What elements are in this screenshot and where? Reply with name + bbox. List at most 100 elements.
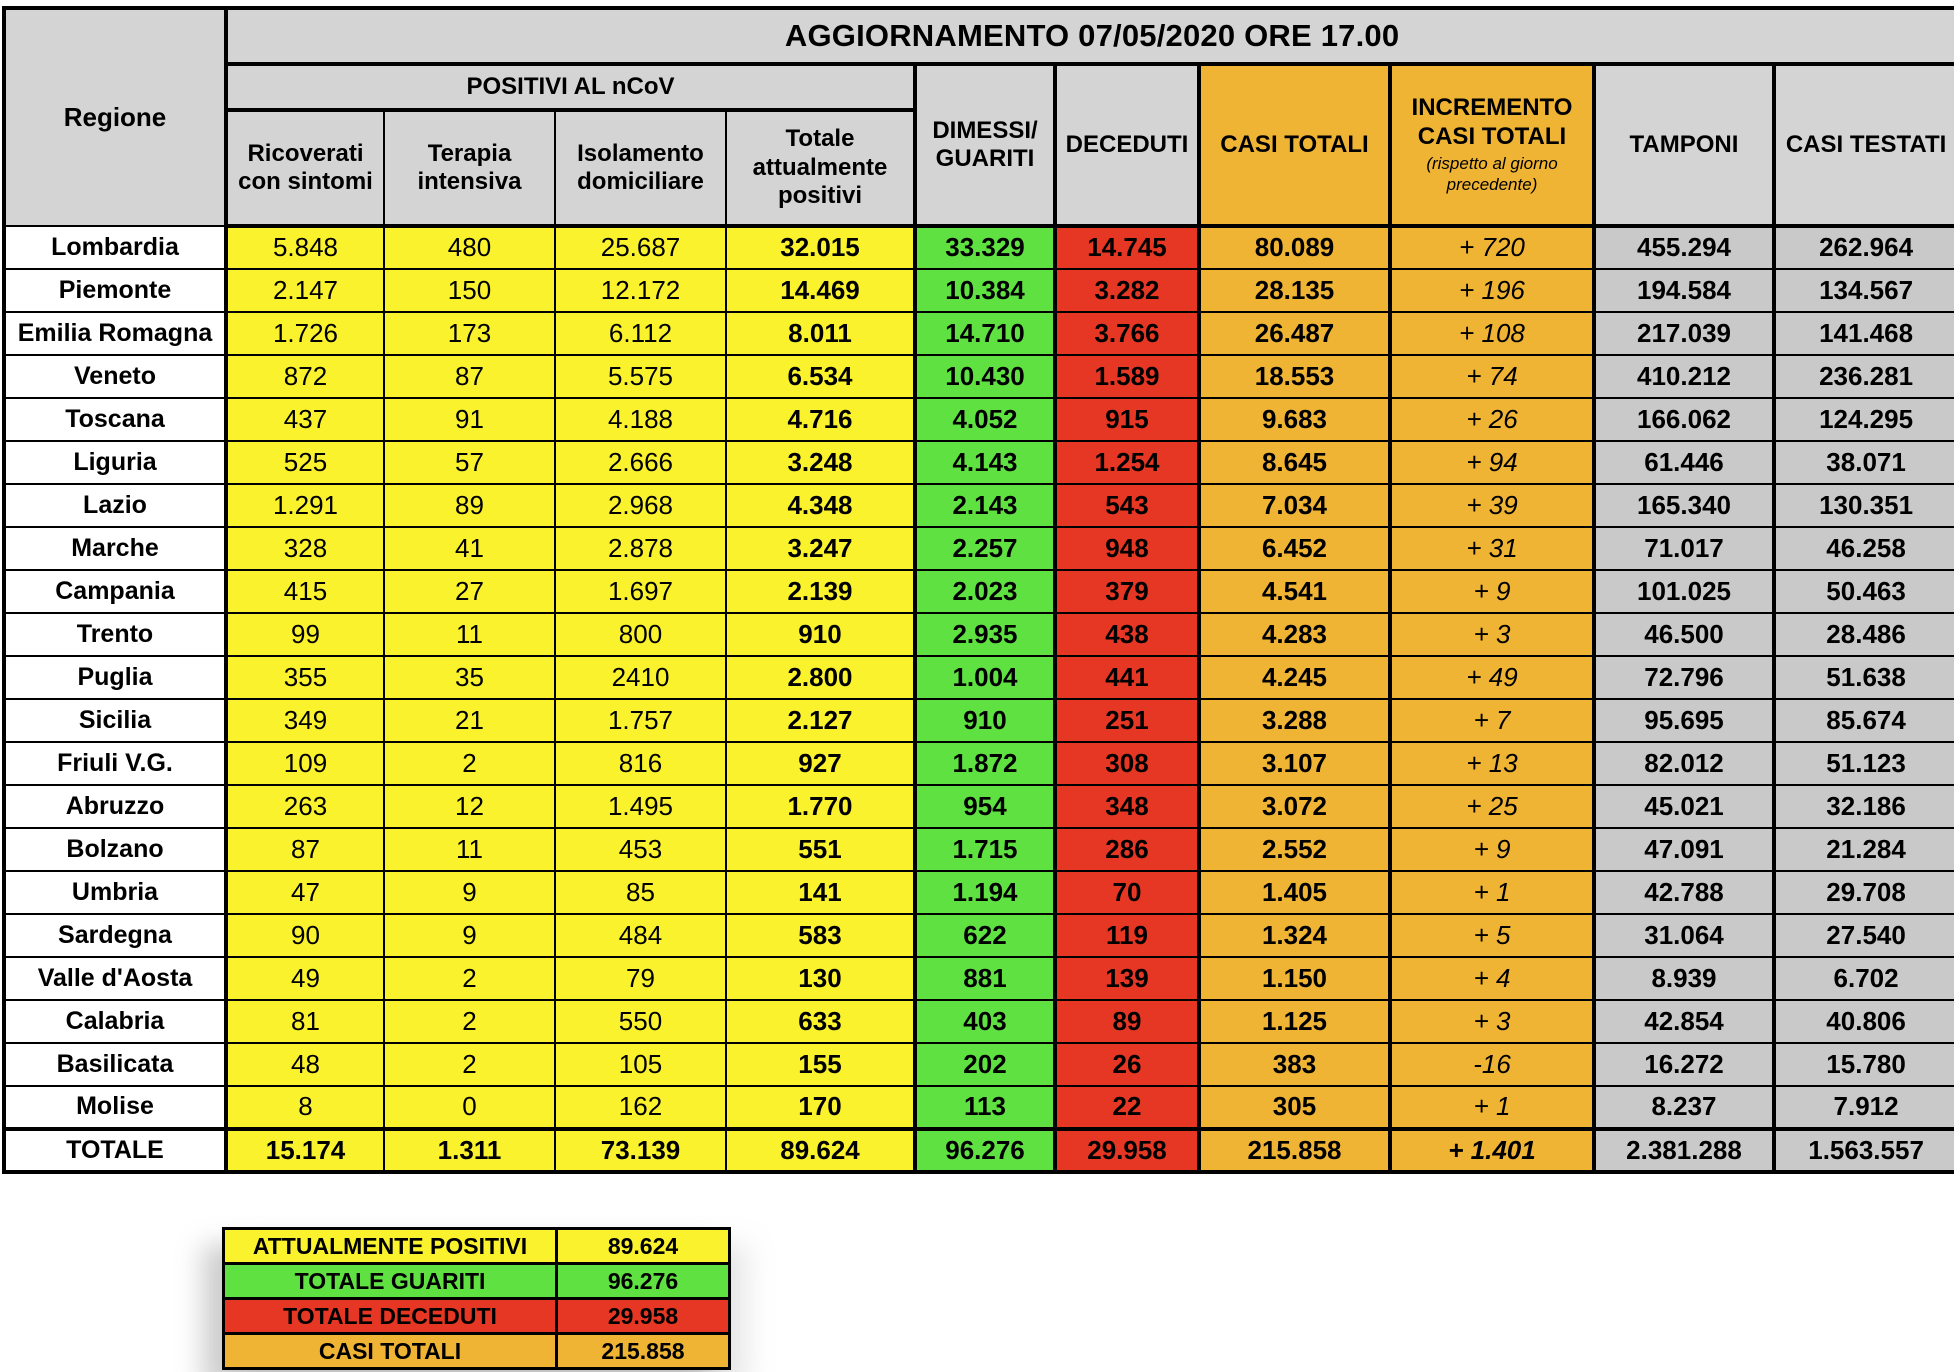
casi-totali-cell: 1.405 [1197,869,1391,915]
isolamento-cell: 2410 [554,654,727,700]
casi-testati-cell: 124.295 [1771,396,1954,442]
summary-value: 89.624 [555,1227,731,1265]
isolamento-cell: 1.757 [554,697,727,743]
terapia-intensiva-cell: 2 [383,1041,556,1087]
col-header-dimessi-guariti: DIMESSI/ GUARITI [913,63,1056,228]
ricoverati-cell: 872 [224,353,385,399]
totale-positivi-cell: 2.800 [725,654,916,700]
deceduti-cell: 70 [1053,869,1200,915]
isolamento-cell: 2.878 [554,525,727,571]
casi-testati-cell: 236.281 [1771,353,1954,399]
region-name: Emilia Romagna [3,310,227,356]
terapia-intensiva-cell: 35 [383,654,556,700]
table-row: Veneto 872 87 5.575 6.534 10.430 1.589 18.553 + … [3,353,1954,399]
incremento-cell: + 5 [1388,912,1595,958]
casi-testati-cell: 51.123 [1771,740,1954,786]
terapia-intensiva-cell: 480 [383,224,556,270]
region-name: Bolzano [3,826,227,872]
terapia-intensiva-cell: 150 [383,267,556,313]
totale-positivi-cell: 633 [725,998,916,1044]
ricoverati-cell: 437 [224,396,385,442]
region-rows: Lombardia 5.848 480 25.687 32.015 33.329 14.74… [3,224,1954,1173]
casi-testati-cell: 40.806 [1771,998,1954,1044]
isolamento-cell: 162 [554,1084,727,1130]
totale-positivi-cell: 32.015 [725,224,916,270]
col-header-incremento: INCREMENTO CASI TOTALI (rispetto al gior… [1388,63,1595,228]
terapia-intensiva-cell: 27 [383,568,556,614]
incremento-cell: + 196 [1388,267,1595,313]
casi-totali-cell: 1.125 [1197,998,1391,1044]
isolamento-cell: 5.575 [554,353,727,399]
incremento-header-label: INCREMENTO CASI TOTALI [1411,94,1573,150]
terapia-intensiva-cell: 11 [383,826,556,872]
totale-positivi-cell: 89.624 [725,1126,916,1173]
positivi-group-header: POSITIVI AL nCoV [224,63,916,112]
summary-row: TOTALE DECEDUTI 29.958 [222,1297,731,1335]
summary-value: 96.276 [555,1262,731,1300]
casi-testati-cell: 32.186 [1771,783,1954,829]
tamponi-cell: 165.340 [1592,482,1775,528]
tamponi-cell: 71.017 [1592,525,1775,571]
summary-label: ATTUALMENTE POSITIVI [222,1227,558,1265]
tamponi-cell: 217.039 [1592,310,1775,356]
col-header-deceduti: DECEDUTI [1053,63,1200,228]
col-header-casi-testati: CASI TESTATI [1771,63,1954,228]
deceduti-cell: 1.254 [1053,439,1200,485]
table-row: Marche 328 41 2.878 3.247 2.257 948 6.452 + 31 71… [3,525,1954,571]
covid-region-table: Regione AGGIORNAMENTO 07/05/2020 ORE 17.… [2,6,1954,1174]
page-title: AGGIORNAMENTO 07/05/2020 ORE 17.00 [223,7,1954,66]
ricoverati-cell: 109 [224,740,385,786]
terapia-intensiva-cell: 2 [383,998,556,1044]
table-row: Liguria 525 57 2.666 3.248 4.143 1.254 8.645 + 9… [3,439,1954,485]
incremento-cell: + 49 [1388,654,1595,700]
tamponi-cell: 42.788 [1592,869,1775,915]
deceduti-cell: 915 [1053,396,1200,442]
casi-totali-cell: 3.107 [1197,740,1391,786]
totale-positivi-cell: 6.534 [725,353,916,399]
ricoverati-cell: 328 [224,525,385,571]
table-row: Valle d'Aosta 49 2 79 130 881 139 1.150 + 4 8.939… [3,955,1954,1001]
summary-value: 29.958 [555,1297,731,1335]
dimessi-guariti-cell: 113 [913,1084,1056,1130]
terapia-intensiva-cell: 57 [383,439,556,485]
casi-testati-cell: 21.284 [1771,826,1954,872]
ricoverati-cell: 87 [224,826,385,872]
ricoverati-cell: 48 [224,1041,385,1087]
casi-totali-cell: 18.553 [1197,353,1391,399]
ricoverati-cell: 355 [224,654,385,700]
ricoverati-cell: 415 [224,568,385,614]
deceduti-cell: 14.745 [1053,224,1200,270]
terapia-intensiva-cell: 2 [383,955,556,1001]
deceduti-cell: 29.958 [1053,1126,1200,1173]
isolamento-cell: 1.495 [554,783,727,829]
casi-totali-cell: 9.683 [1197,396,1391,442]
table-row: Friuli V.G. 109 2 816 927 1.872 308 3.107 + 13 82… [3,740,1954,786]
casi-totali-cell: 2.552 [1197,826,1391,872]
incremento-cell: + 108 [1388,310,1595,356]
terapia-intensiva-cell: 9 [383,869,556,915]
table-row: Puglia 355 35 2410 2.800 1.004 441 4.245 + 49 72.… [3,654,1954,700]
dimessi-guariti-cell: 4.052 [913,396,1056,442]
casi-testati-cell: 262.964 [1771,224,1954,270]
terapia-intensiva-cell: 87 [383,353,556,399]
totale-positivi-cell: 910 [725,611,916,657]
incremento-cell: + 39 [1388,482,1595,528]
region-name: Piemonte [3,267,227,313]
totale-positivi-cell: 3.247 [725,525,916,571]
ricoverati-cell: 81 [224,998,385,1044]
dimessi-guariti-cell: 2.143 [913,482,1056,528]
region-name: Marche [3,525,227,571]
casi-totali-cell: 1.324 [1197,912,1391,958]
summary-label: CASI TOTALI [222,1332,558,1370]
casi-totali-cell: 28.135 [1197,267,1391,313]
col-header-ricoverati: Ricoverati con sintomi [224,108,385,228]
terapia-intensiva-cell: 9 [383,912,556,958]
dimessi-guariti-cell: 954 [913,783,1056,829]
terapia-intensiva-cell: 0 [383,1084,556,1130]
deceduti-cell: 948 [1053,525,1200,571]
terapia-intensiva-cell: 41 [383,525,556,571]
casi-totali-cell: 6.452 [1197,525,1391,571]
table-row: Calabria 81 2 550 633 403 89 1.125 + 3 42.854 40.8… [3,998,1954,1044]
deceduti-cell: 286 [1053,826,1200,872]
